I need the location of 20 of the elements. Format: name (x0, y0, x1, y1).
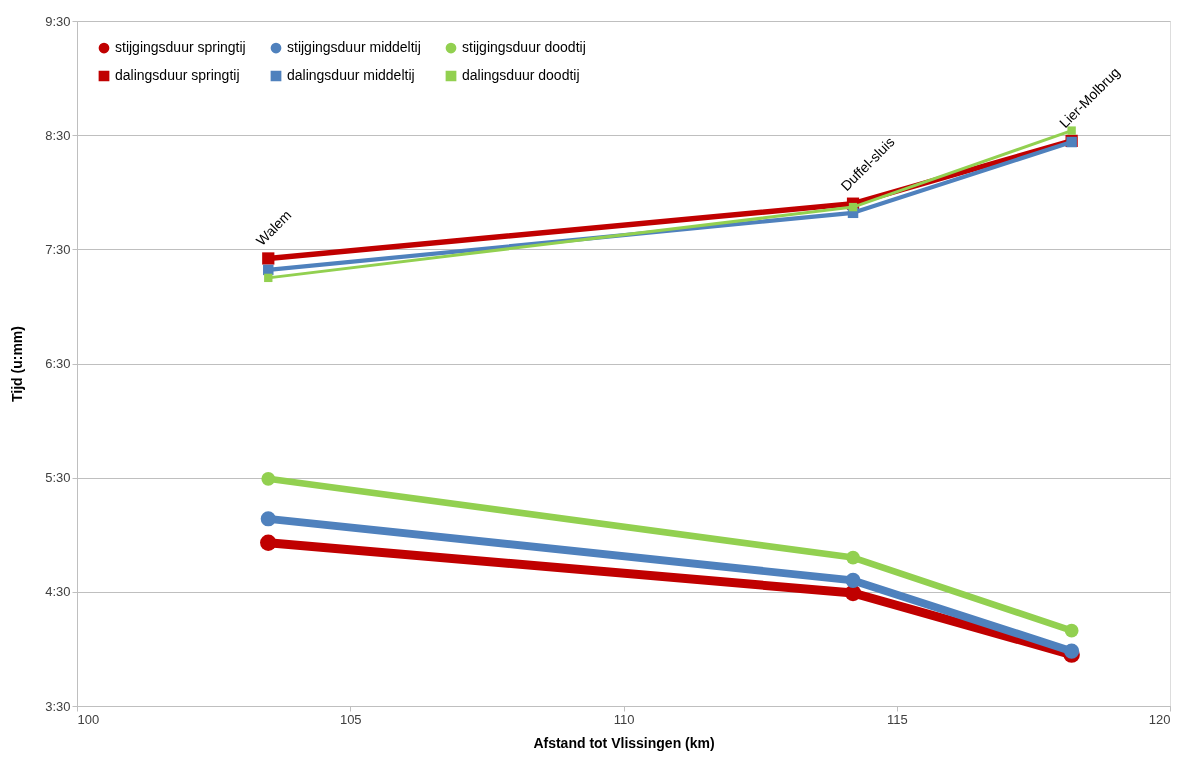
y-tick-label: 3:30 (45, 698, 71, 714)
x-axis-title: Afstand tot Vlissingen (km) (533, 734, 715, 751)
legend-label: stijgingsduur doodtij (462, 39, 586, 56)
legend-label: stijgingsduur middeltij (287, 39, 421, 56)
y-tick-label: 9:30 (45, 13, 71, 29)
y-tick-label: 5:30 (45, 470, 71, 486)
y-tick-label: 7:30 (45, 241, 71, 257)
y-axis-title: Tijd (u:mm) (9, 326, 26, 402)
y-tick-label: 6:30 (45, 356, 71, 371)
legend-label: dalingsduur middeltij (287, 67, 415, 83)
legend-label: dalingsduur doodtij (462, 67, 580, 83)
x-tick-label: 120 (1148, 711, 1171, 727)
x-tick-label: 105 (339, 711, 362, 727)
y-tick-label: 8:30 (45, 127, 71, 143)
x-tick-label: 110 (613, 711, 635, 727)
x-tick-label: 115 (886, 711, 908, 727)
legend-label: dalingsduur springtij (115, 67, 240, 83)
y-tick-label: 4:30 (45, 584, 71, 600)
x-tick-label: 100 (77, 711, 100, 727)
legend-label: stijgingsduur springtij (115, 39, 246, 56)
